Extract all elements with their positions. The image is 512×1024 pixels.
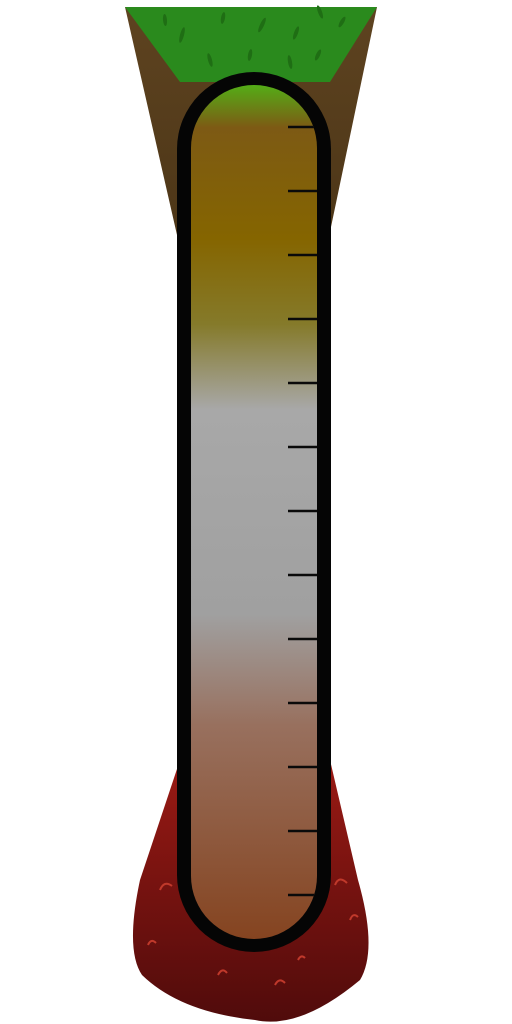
tick-marks	[288, 125, 317, 897]
grass-layer	[125, 7, 377, 82]
grass-blades	[162, 5, 346, 69]
tube-fill	[191, 85, 317, 939]
magma-bubbles	[147, 878, 359, 986]
